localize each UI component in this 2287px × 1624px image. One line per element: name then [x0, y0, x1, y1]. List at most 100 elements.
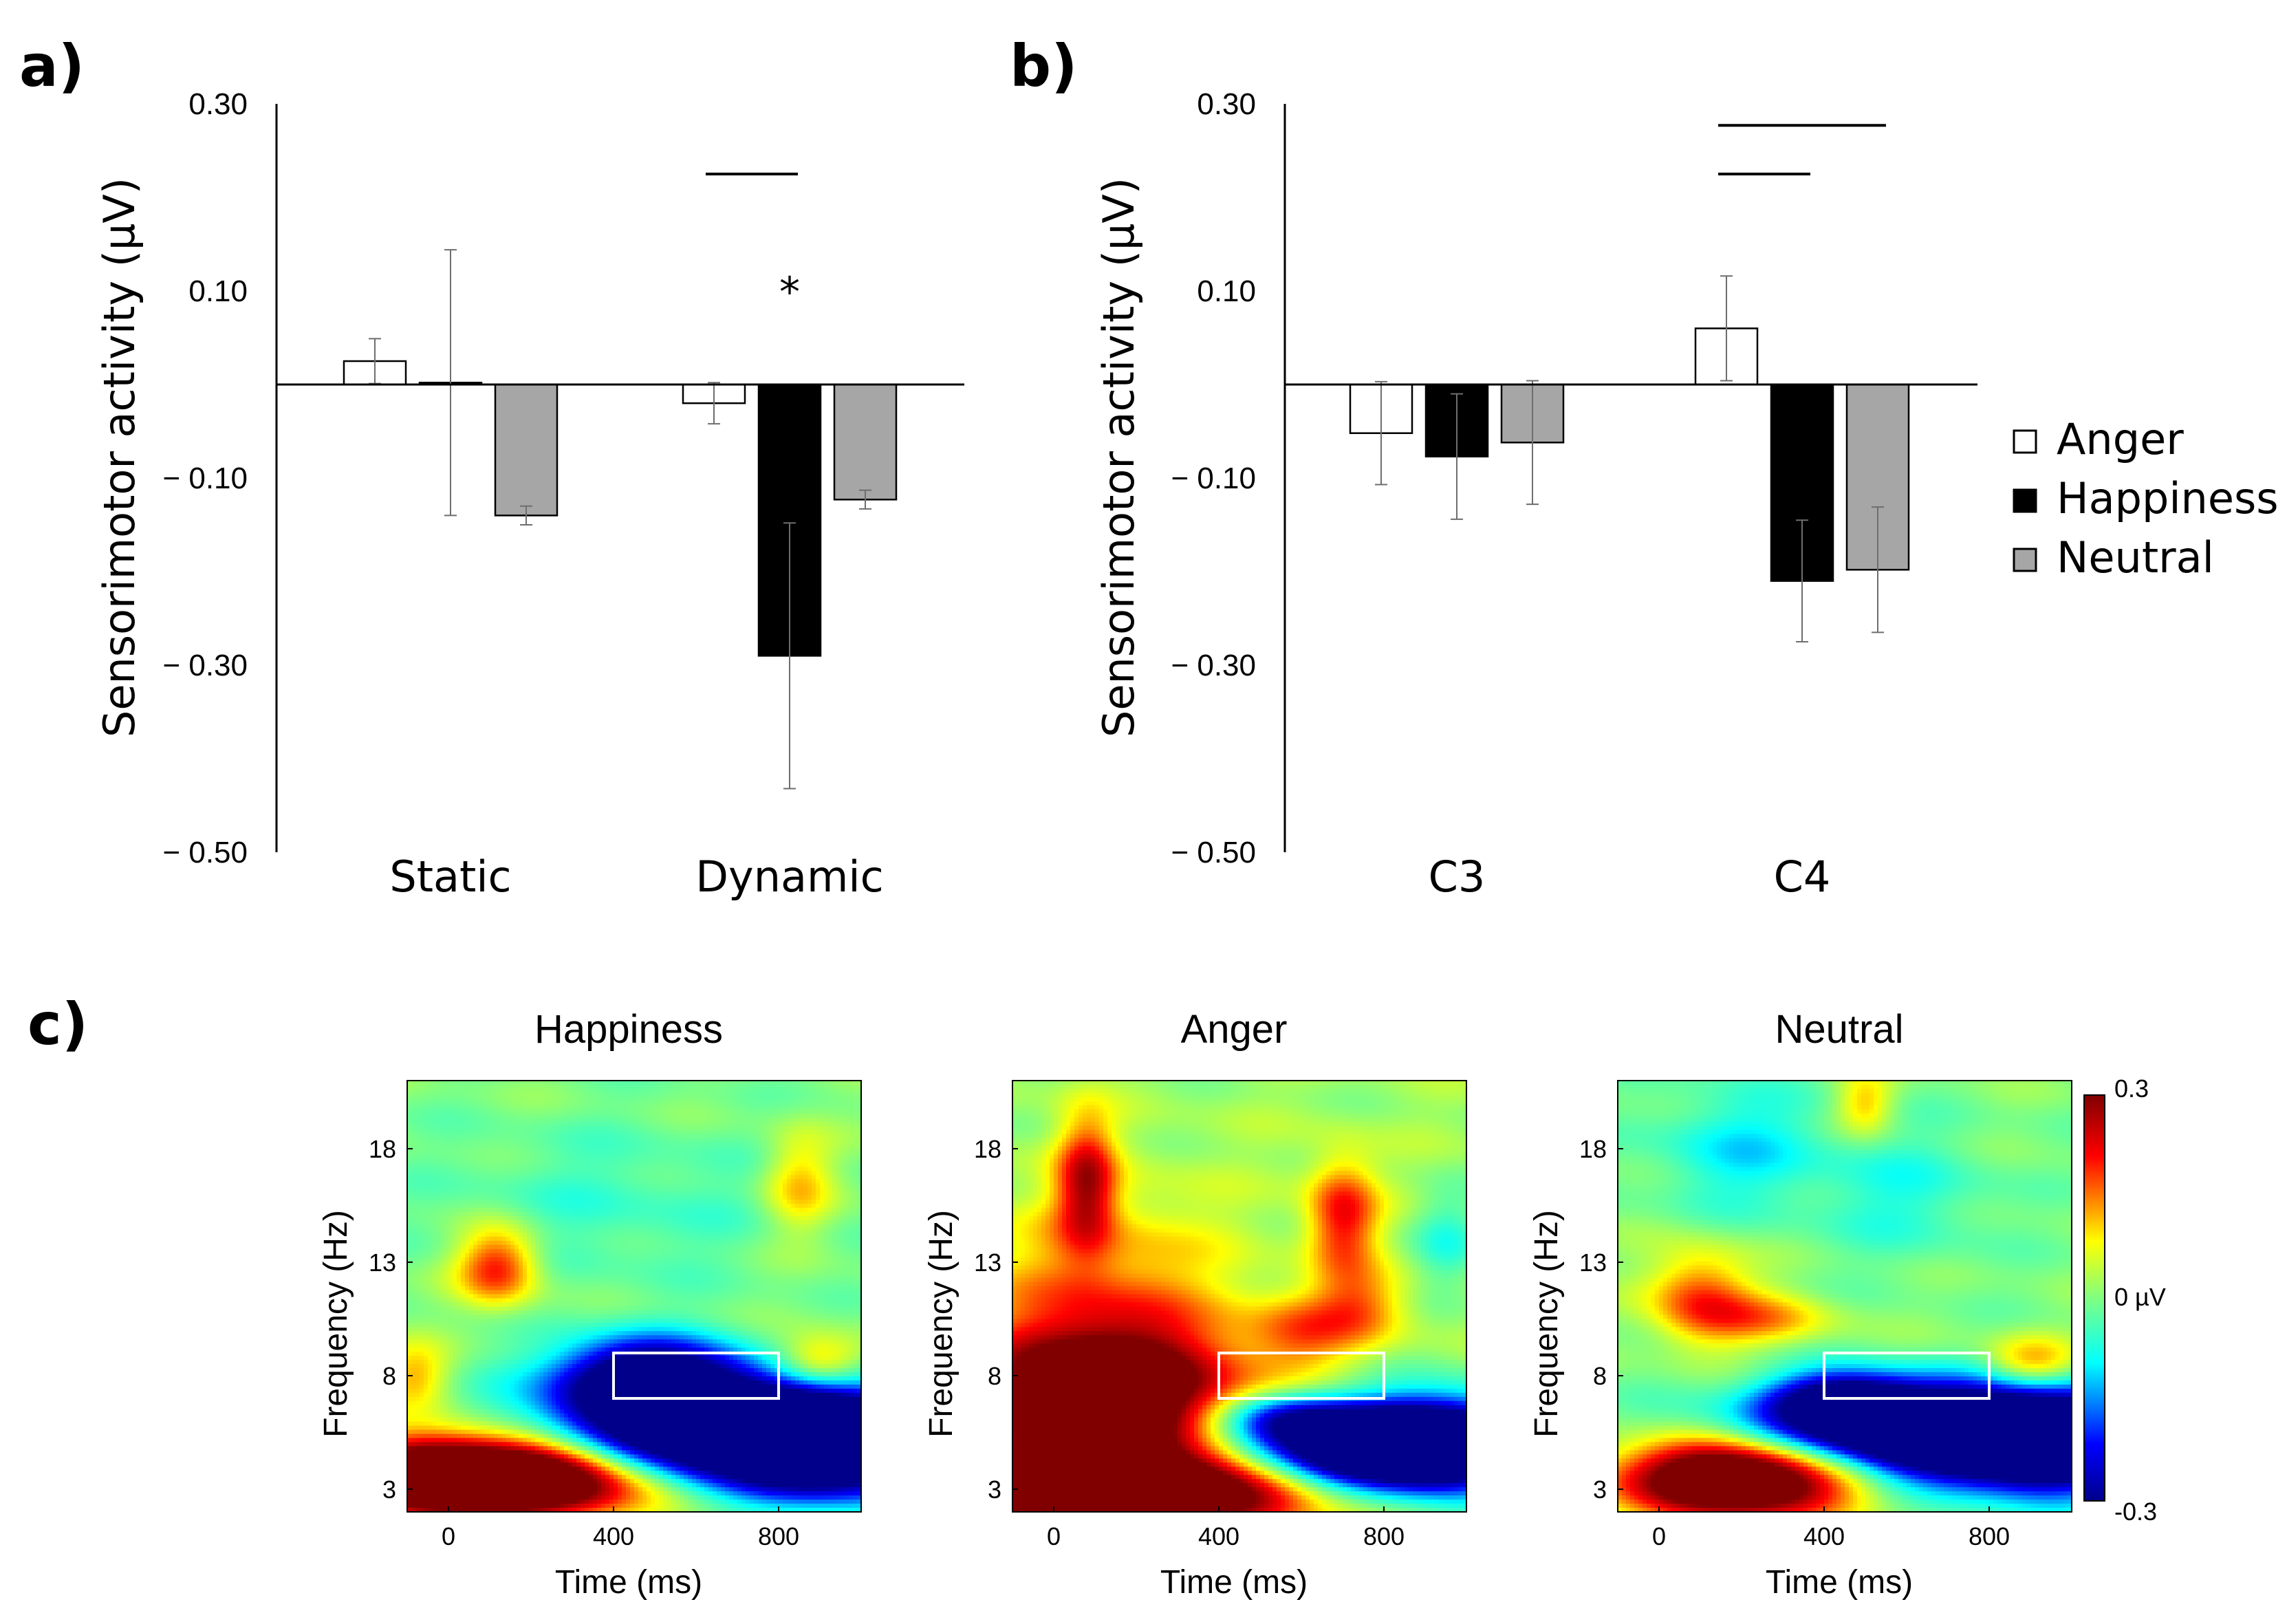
heatmap-cell [692, 1097, 697, 1102]
heatmap-cell [411, 1109, 416, 1114]
heatmap-cell [506, 1085, 511, 1090]
heatmap-cell [647, 1093, 651, 1098]
heatmap-cell [465, 1097, 470, 1102]
heatmap-cell [597, 1101, 602, 1106]
heatmap-cell [477, 1093, 482, 1098]
heatmap-cell [589, 1085, 594, 1090]
heatmap-cell [853, 1105, 858, 1110]
heatmap-cell [539, 1105, 544, 1110]
heatmap-cell [696, 1085, 701, 1090]
heatmap-cell [614, 1093, 618, 1098]
heatmap-cell [539, 1093, 544, 1098]
heatmap-cell [836, 1101, 841, 1106]
heatmap-cell [704, 1109, 709, 1114]
heatmap-cell [737, 1093, 742, 1098]
heatmap-cell [432, 1109, 437, 1114]
bar-neutral-dynamic [834, 385, 896, 499]
heatmap-cell [836, 1114, 841, 1118]
heatmap-cell [453, 1101, 457, 1106]
heatmap-cell [581, 1089, 585, 1094]
heatmap-cell [519, 1093, 523, 1098]
heatmap-cell [688, 1097, 693, 1102]
heatmap-cell [816, 1114, 821, 1118]
bar-chart-a: Sensorimotor activity (µV) 0.300.10− 0.1… [94, 87, 964, 902]
heatmap-cell [461, 1114, 466, 1118]
heatmap-cell [655, 1093, 660, 1098]
heatmap-cell [568, 1089, 573, 1094]
y-tick-label-b: − 0.10 [1171, 462, 1256, 495]
heatmap-cell [465, 1101, 470, 1106]
heatmap-cell [465, 1093, 470, 1098]
heatmap-cell [502, 1097, 507, 1102]
heatmap-cell [453, 1093, 457, 1098]
heatmap-cell [614, 1101, 618, 1106]
legend-label-happiness: Happiness [2057, 473, 2279, 523]
heatmap-cell [770, 1089, 775, 1094]
heatmap-cell [774, 1093, 779, 1098]
heatmap-cell [853, 1097, 858, 1102]
heatmap-cell [680, 1085, 684, 1090]
heatmap-cell [803, 1093, 808, 1098]
heatmap-cell [440, 1085, 445, 1090]
heatmap-cell [585, 1089, 589, 1094]
heatmap-cell [808, 1109, 812, 1114]
heatmap-cell [783, 1085, 788, 1090]
heatmap-cell [808, 1114, 812, 1118]
heatmap-cell [638, 1114, 643, 1118]
heatmap-cell [820, 1089, 825, 1094]
heatmap-cell [746, 1085, 750, 1090]
heatmap-cell [741, 1101, 746, 1106]
heatmap-cell [708, 1114, 713, 1118]
heatmap-cell [543, 1085, 548, 1090]
heatmap-cell [490, 1097, 495, 1102]
heatmap-cell [461, 1101, 466, 1106]
heatmap-cell [849, 1101, 854, 1106]
heatmap-cell [671, 1097, 676, 1102]
heatmap-cell [642, 1089, 647, 1094]
heatmap-cell [671, 1093, 676, 1098]
heatmap-cell [733, 1093, 738, 1098]
heatmap-cell [795, 1105, 800, 1110]
heatmap-cell [708, 1105, 713, 1110]
heatmap-cell [754, 1093, 759, 1098]
heatmap-cell [502, 1093, 507, 1098]
heatmap-cell [420, 1105, 424, 1110]
heatmap-cell [593, 1089, 598, 1094]
heatmap-cell [630, 1101, 635, 1106]
heatmap-cell [568, 1085, 573, 1090]
y-tick-label-a: 0.30 [188, 87, 248, 121]
heatmap-cell [411, 1085, 416, 1090]
heatmap-cell [444, 1085, 449, 1090]
heatmap-cell [576, 1114, 581, 1118]
heatmap-cell [845, 1089, 849, 1094]
heatmap-cell [799, 1085, 804, 1090]
heatmap-cell [729, 1109, 734, 1114]
heatmap-cell [684, 1105, 689, 1110]
heatmap-cell [614, 1089, 618, 1094]
heatmap-cell [638, 1101, 643, 1106]
heatmap-cell [787, 1089, 792, 1094]
heatmap-cell [758, 1114, 763, 1118]
heatmap-cell [816, 1097, 821, 1102]
heatmap-cell [688, 1101, 693, 1106]
heatmap-cell [572, 1114, 577, 1118]
heatmap-cell [444, 1118, 449, 1123]
heatmap-cell [853, 1109, 858, 1114]
heatmap-cell [828, 1085, 833, 1090]
heatmap-cell [799, 1089, 804, 1094]
heatmap-cell [486, 1105, 490, 1110]
heatmap-cell [589, 1097, 594, 1102]
heatmap-cell [795, 1109, 800, 1114]
heatmap-cell [502, 1114, 507, 1118]
heatmap-cell [725, 1114, 730, 1118]
heatmap-cell [415, 1114, 420, 1118]
heatmap-cell [556, 1085, 561, 1090]
heatmap-cell [465, 1114, 470, 1118]
heatmap-cell [552, 1109, 556, 1114]
heatmap-cell [473, 1114, 478, 1118]
heatmap-cell [510, 1097, 515, 1102]
heatmap-cell [432, 1101, 437, 1106]
heatmap-cell [461, 1097, 466, 1102]
heatmap-cell [808, 1085, 812, 1090]
heatmap-cell [750, 1097, 755, 1102]
